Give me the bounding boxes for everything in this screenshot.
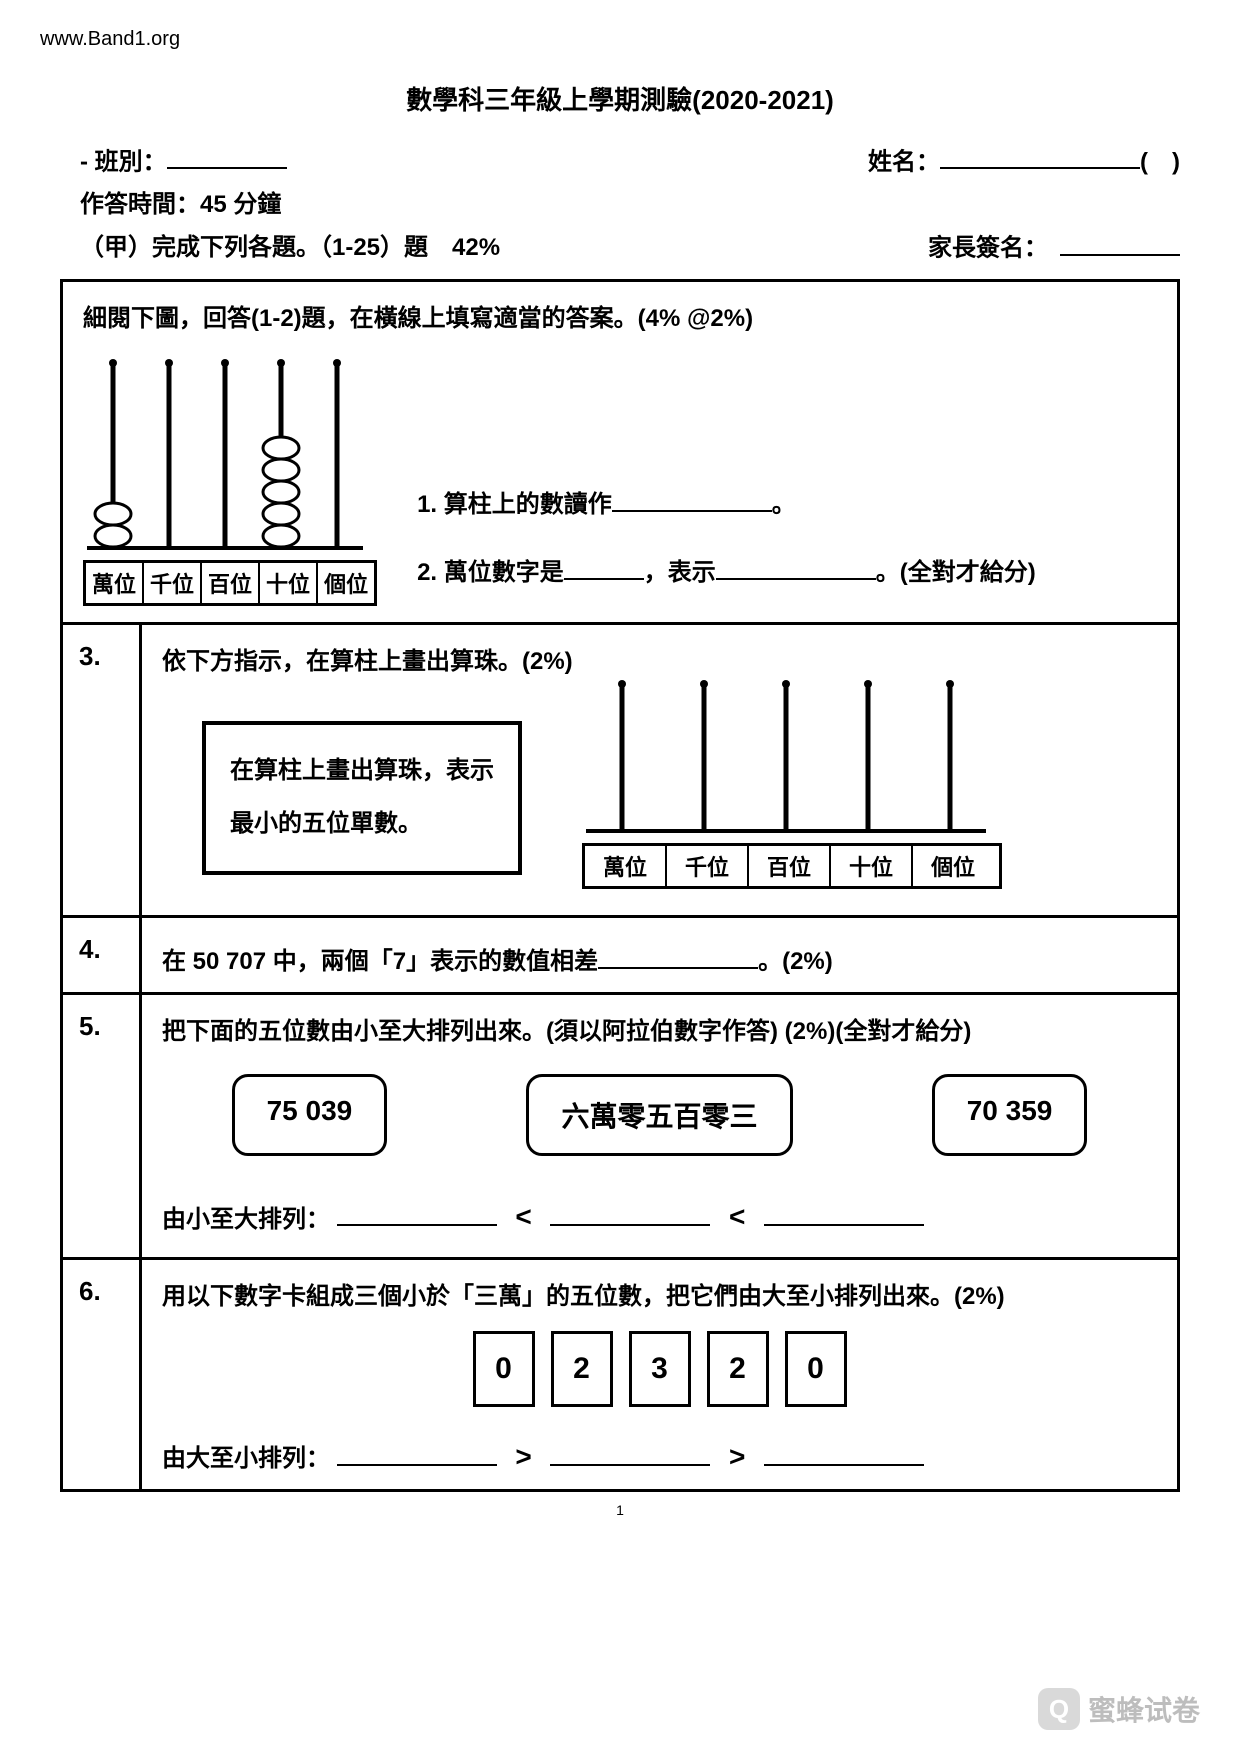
- number-box: 六萬零五百零三: [526, 1074, 792, 1156]
- q5-text: 把下面的五位數由小至大排列出來。(須以阿拉伯數字作答) (2%)(全對才給分): [162, 1011, 1157, 1046]
- digit-card: 0: [473, 1331, 535, 1407]
- questions-container: 細閱下圖，回答(1-2)題，在橫線上填寫適當的答案。(4% @2%) 萬位千位百…: [60, 279, 1180, 1492]
- watermark-icon: Q: [1038, 1688, 1080, 1730]
- q5-blank-2: [550, 1196, 710, 1227]
- source-url: www.Band1.org: [40, 28, 180, 51]
- q4-text-b: 。(2%): [758, 948, 833, 975]
- q5-blank-1: [337, 1196, 497, 1227]
- class-label: 班別：: [95, 148, 167, 175]
- section-a-label: （甲）完成下列各題。（1-25）題 42%: [80, 227, 500, 262]
- q4-number: 4.: [63, 918, 142, 992]
- section-q3: 3. 依下方指示，在算柱上畫出算珠。(2%) 在算柱上畫出算珠，表示 最小的五位…: [63, 625, 1177, 918]
- q1-text: 1. 算柱上的數讀作: [417, 491, 612, 518]
- q5-sep-2: <: [729, 1201, 745, 1232]
- q3-text: 依下方指示，在算柱上畫出算珠。(2%): [162, 641, 1157, 676]
- exam-title: 數學科三年級上學期測驗(2020-2021): [60, 80, 1180, 117]
- abacus-diagram: 萬位千位百位十位個位: [83, 353, 377, 606]
- q6-blank-3: [764, 1435, 924, 1466]
- q2-text-a: 2. 萬位數字是: [417, 559, 564, 586]
- abacus-place-label: 萬位: [86, 563, 144, 603]
- abacus-place-label: 十位: [260, 563, 318, 603]
- digit-card: 0: [785, 1331, 847, 1407]
- number-box: 70 359: [932, 1074, 1088, 1156]
- q6-blank-2: [550, 1435, 710, 1466]
- q3-box-line2: 最小的五位單數。: [230, 798, 494, 851]
- q6-text: 用以下數字卡組成三個小於「三萬」的五位數，把它們由大至小排列出來。(2%): [162, 1276, 1157, 1311]
- abacus-svg: [83, 353, 373, 553]
- q1-blank: [612, 482, 772, 513]
- q3-abacus-labels: 萬位千位百位十位個位: [582, 843, 1002, 889]
- digit-card: 3: [629, 1331, 691, 1407]
- abacus-place-label: 十位: [831, 846, 913, 886]
- abacus-place-label: 百位: [749, 846, 831, 886]
- time-label: 作答時間：45 分鐘: [80, 184, 281, 219]
- q5-sep-1: <: [515, 1201, 531, 1232]
- q5-blank-3: [764, 1196, 924, 1227]
- watermark-text: 蜜蜂试卷: [1088, 1689, 1200, 1729]
- abacus-place-label: 百位: [202, 563, 260, 603]
- q2-blank-a: [564, 549, 644, 580]
- paren-open: (: [1140, 148, 1148, 175]
- abacus-place-label: 個位: [913, 846, 993, 886]
- q6-sep-2: >: [729, 1441, 745, 1472]
- parent-sign-blank: [1060, 227, 1180, 255]
- abacus-place-label: 個位: [318, 563, 374, 603]
- name-label: 姓名：: [868, 148, 940, 175]
- q2-text-b: ，表示: [644, 559, 716, 586]
- q6-number: 6.: [63, 1260, 142, 1489]
- number-box: 75 039: [232, 1074, 388, 1156]
- section-q4: 4. 在 50 707 中，兩個「7」表示的數值相差 。(2%): [63, 918, 1177, 995]
- q2-blank-b: [716, 549, 876, 580]
- q3-number: 3.: [63, 625, 142, 915]
- q5-order-label: 由小至大排列：: [162, 1205, 330, 1232]
- abacus-place-label: 千位: [144, 563, 202, 603]
- q1-2-instruction: 細閱下圖，回答(1-2)題，在橫線上填寫適當的答案。(4% @2%): [83, 298, 1157, 333]
- q4-text-a: 在 50 707 中，兩個「7」表示的數值相差: [162, 948, 598, 975]
- abacus-place-label: 千位: [667, 846, 749, 886]
- q3-box-line1: 在算柱上畫出算珠，表示: [230, 745, 494, 798]
- digit-card: 2: [551, 1331, 613, 1407]
- q6-blank-1: [337, 1435, 497, 1466]
- q6-order-label: 由大至小排列：: [162, 1445, 330, 1472]
- abacus-place-labels: 萬位千位百位十位個位: [83, 560, 377, 606]
- header-block: - 班別： 姓名：( ) 作答時間：45 分鐘 （甲）完成下列各題。（1-25）…: [80, 141, 1180, 263]
- section-q5: 5. 把下面的五位數由小至大排列出來。(須以阿拉伯數字作答) (2%)(全對才給…: [63, 995, 1177, 1261]
- page-number: 1: [60, 1502, 1180, 1518]
- abacus-place-label: 萬位: [585, 846, 667, 886]
- q3-abacus-svg: [582, 676, 1002, 836]
- parent-sign-label: 家長簽名：: [928, 235, 1036, 262]
- watermark: Q 蜜蜂试卷: [1038, 1688, 1200, 1730]
- q1-end: 。: [772, 491, 796, 518]
- q4-blank: [598, 938, 758, 969]
- q3-instruction-box: 在算柱上畫出算珠，表示 最小的五位單數。: [202, 721, 522, 875]
- section-q1-2: 細閱下圖，回答(1-2)題，在橫線上填寫適當的答案。(4% @2%) 萬位千位百…: [63, 282, 1177, 625]
- q6-sep-1: >: [515, 1441, 531, 1472]
- q5-number: 5.: [63, 995, 142, 1258]
- exam-page: 數學科三年級上學期測驗(2020-2021) - 班別： 姓名：( ) 作答時間…: [0, 0, 1240, 1558]
- paren-close: ): [1172, 148, 1180, 175]
- name-blank: [940, 141, 1140, 169]
- q3-abacus-diagram: 萬位千位百位十位個位: [582, 676, 1002, 889]
- q2-end: 。(全對才給分): [876, 559, 1036, 586]
- digit-card: 2: [707, 1331, 769, 1407]
- class-blank: [167, 141, 287, 169]
- section-q6: 6. 用以下數字卡組成三個小於「三萬」的五位數，把它們由大至小排列出來。(2%)…: [63, 1260, 1177, 1489]
